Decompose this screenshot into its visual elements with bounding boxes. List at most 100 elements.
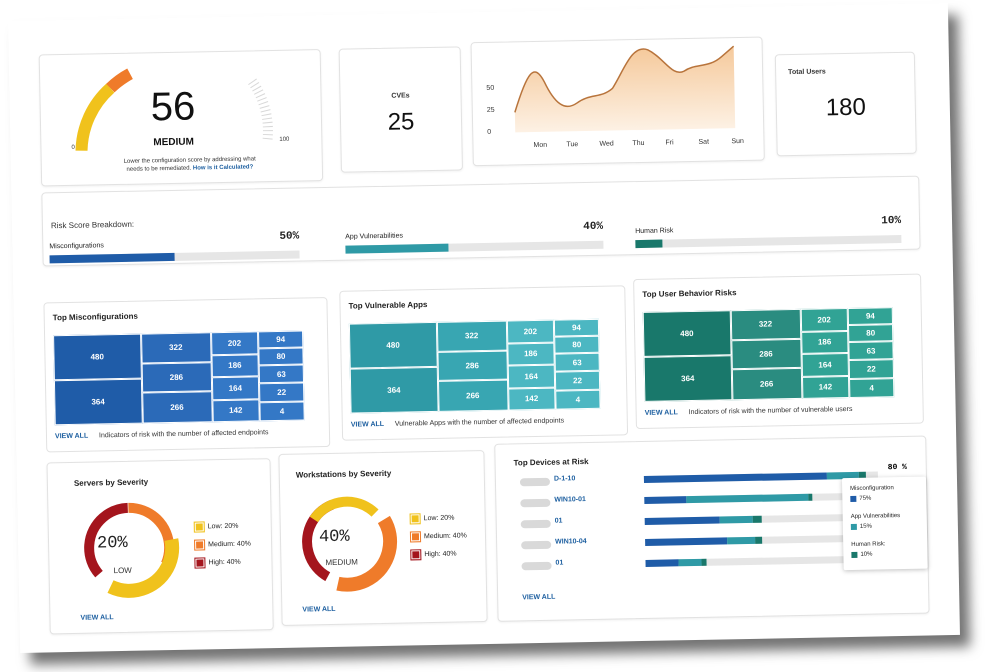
breakdown-fill (345, 243, 449, 254)
breakdown-track (345, 240, 604, 254)
treemap-tile[interactable]: 480 (53, 333, 142, 381)
treemap-tile[interactable]: 94 (258, 330, 304, 349)
devices-view-all[interactable]: VIEW ALL (522, 593, 556, 602)
device-name[interactable]: D-1-10 (553, 475, 576, 483)
treemap-tile[interactable]: 22 (554, 370, 601, 391)
dashboard-sheet: 0 100 56 MEDIUM Lower the configuration … (8, 3, 960, 653)
device-bar-misconfig (645, 559, 679, 567)
treemap-tile[interactable]: 266 (141, 391, 213, 424)
treemap-tile[interactable]: 202 (506, 319, 555, 344)
treemap-tile[interactable]: 142 (507, 387, 556, 411)
treemap-tile[interactable]: 80 (258, 347, 304, 366)
treemap-tile[interactable]: 4 (849, 378, 895, 398)
score-note-line2: needs to be remediated. (126, 165, 192, 173)
treemap-tile[interactable]: 322 (140, 332, 212, 364)
treemap-tile[interactable]: 142 (801, 375, 850, 399)
treemap-caption: Indicators of risk with the number of vu… (688, 405, 853, 417)
treemap-tile[interactable]: 94 (553, 318, 600, 337)
device-name[interactable]: 01 (555, 559, 564, 567)
treemap-tile[interactable]: 202 (800, 308, 849, 332)
legend-label: High: 40% (424, 550, 457, 559)
legend-label: Medium: 40% (423, 532, 467, 541)
treemap-view-all[interactable]: VIEW ALL (350, 420, 385, 429)
treemap-tile[interactable]: 142 (211, 398, 260, 423)
trend-x-tick: Tue (566, 141, 579, 149)
trend-y-tick: 25 (486, 106, 495, 114)
treemap-tile[interactable]: 4 (259, 401, 305, 422)
treemap-tile[interactable]: 480 (348, 321, 438, 369)
treemap-tile[interactable]: 80 (848, 324, 894, 343)
device-name[interactable]: WIN10-04 (555, 538, 587, 546)
workstations-view-all[interactable]: VIEW ALL (302, 605, 336, 614)
devices-legend-swatch (850, 495, 857, 502)
breakdown-label: Misconfigurations (49, 242, 104, 251)
treemap-tile[interactable]: 164 (211, 376, 260, 400)
trend-x-tick: Thu (632, 139, 645, 148)
treemap-tile[interactable]: 80 (554, 335, 600, 354)
treemap-caption: Indicators of risk with the number of af… (98, 429, 269, 440)
treemap-tile[interactable]: 364 (349, 366, 439, 414)
treemap-view-all[interactable]: VIEW ALL (644, 409, 678, 417)
treemap-tile[interactable]: 266 (731, 368, 802, 401)
treemap-tile[interactable]: 322 (730, 308, 801, 340)
treemap-area: 480 364 322 286 266 202 186 164 142 94 80 63 22 4 (53, 330, 305, 426)
treemap-tile[interactable]: 364 (53, 378, 143, 426)
treemap-tile[interactable]: 322 (436, 320, 507, 352)
treemap-card: Top Misconfigurations 480 364 322 286 266 202 1… (43, 297, 331, 453)
treemap-tile[interactable]: 480 (642, 310, 732, 357)
treemap-title: Top Vulnerable Apps (348, 300, 428, 311)
breakdown-item: Human Risk 10% (635, 215, 902, 252)
treemap-tile[interactable]: 22 (259, 382, 305, 403)
devices-legend-box: Misconfiguration 75% App Vulnerabilities 15… (841, 476, 928, 571)
treemap-tile[interactable]: 4 (555, 389, 601, 410)
device-bar-human (752, 515, 762, 523)
trend-chart-card: 50 25 0 Mon Tue Wed Thu Fri Sat Sun (470, 36, 765, 167)
breakdown-fill (635, 239, 663, 249)
treemap-view-all[interactable]: VIEW ALL (54, 432, 89, 441)
how-calculated-link[interactable]: How is it Calculated? (192, 164, 254, 172)
treemap-tile[interactable]: 63 (848, 341, 894, 361)
devices-legend-label: App Vulnerabilities (850, 513, 901, 520)
breakdown-pct: 10% (881, 214, 902, 228)
treemap-tile[interactable]: 186 (506, 342, 555, 366)
device-bar-human (701, 558, 707, 566)
treemap-area: 480 364 322 286 266 202 186 164 142 94 80 63 22 4 (642, 307, 895, 402)
treemap-tile[interactable]: 364 (643, 355, 732, 402)
legend-swatch (410, 549, 422, 561)
treemap-title: Top Misconfigurations (52, 311, 138, 323)
legend-swatch (194, 557, 206, 569)
legend-row: High: 40% (410, 549, 457, 561)
treemap-tile[interactable]: 94 (847, 307, 894, 326)
cves-label: CVEs (391, 92, 410, 100)
treemap-tile[interactable]: 286 (141, 361, 212, 393)
cves-card: CVEs 25 (338, 46, 463, 173)
treemap-tile[interactable]: 164 (507, 364, 556, 389)
device-bar-human (808, 493, 813, 501)
device-pill (521, 540, 552, 550)
treemap-tile[interactable]: 202 (210, 331, 259, 355)
treemaps-row: Top Misconfigurations 480 364 322 286 266 202 1… (8, 3, 948, 453)
devices-legend-value: 75% (859, 495, 872, 502)
devices-legend-swatch (851, 551, 858, 558)
device-name[interactable]: 01 (554, 517, 563, 525)
trend-y-tick: 50 (486, 84, 495, 92)
treemap-tile[interactable]: 63 (258, 364, 305, 384)
device-bar-misconfig (643, 472, 827, 483)
treemap-tile[interactable]: 286 (730, 338, 802, 370)
device-bar-misconfig (644, 516, 720, 525)
treemap-tile[interactable]: 286 (436, 350, 508, 382)
treemap-tile[interactable]: 22 (848, 359, 895, 380)
device-name[interactable]: WIN10-01 (554, 496, 586, 504)
trend-x-tick: Sat (698, 138, 710, 146)
servers-view-all[interactable]: VIEW ALL (80, 614, 114, 622)
treemap-tile[interactable]: 186 (800, 330, 849, 354)
legend-label: Medium: 40% (208, 540, 251, 549)
device-bar-misconfig (644, 496, 687, 504)
treemap-tile[interactable]: 164 (801, 353, 849, 377)
treemap-tile[interactable]: 186 (210, 353, 259, 378)
treemap-tile[interactable]: 266 (437, 379, 509, 412)
score-max: 100 (279, 136, 290, 143)
breakdown-pct: 40% (583, 220, 604, 234)
treemap-tile[interactable]: 63 (554, 352, 600, 372)
devices-legend-value-row: 75% (850, 496, 871, 502)
